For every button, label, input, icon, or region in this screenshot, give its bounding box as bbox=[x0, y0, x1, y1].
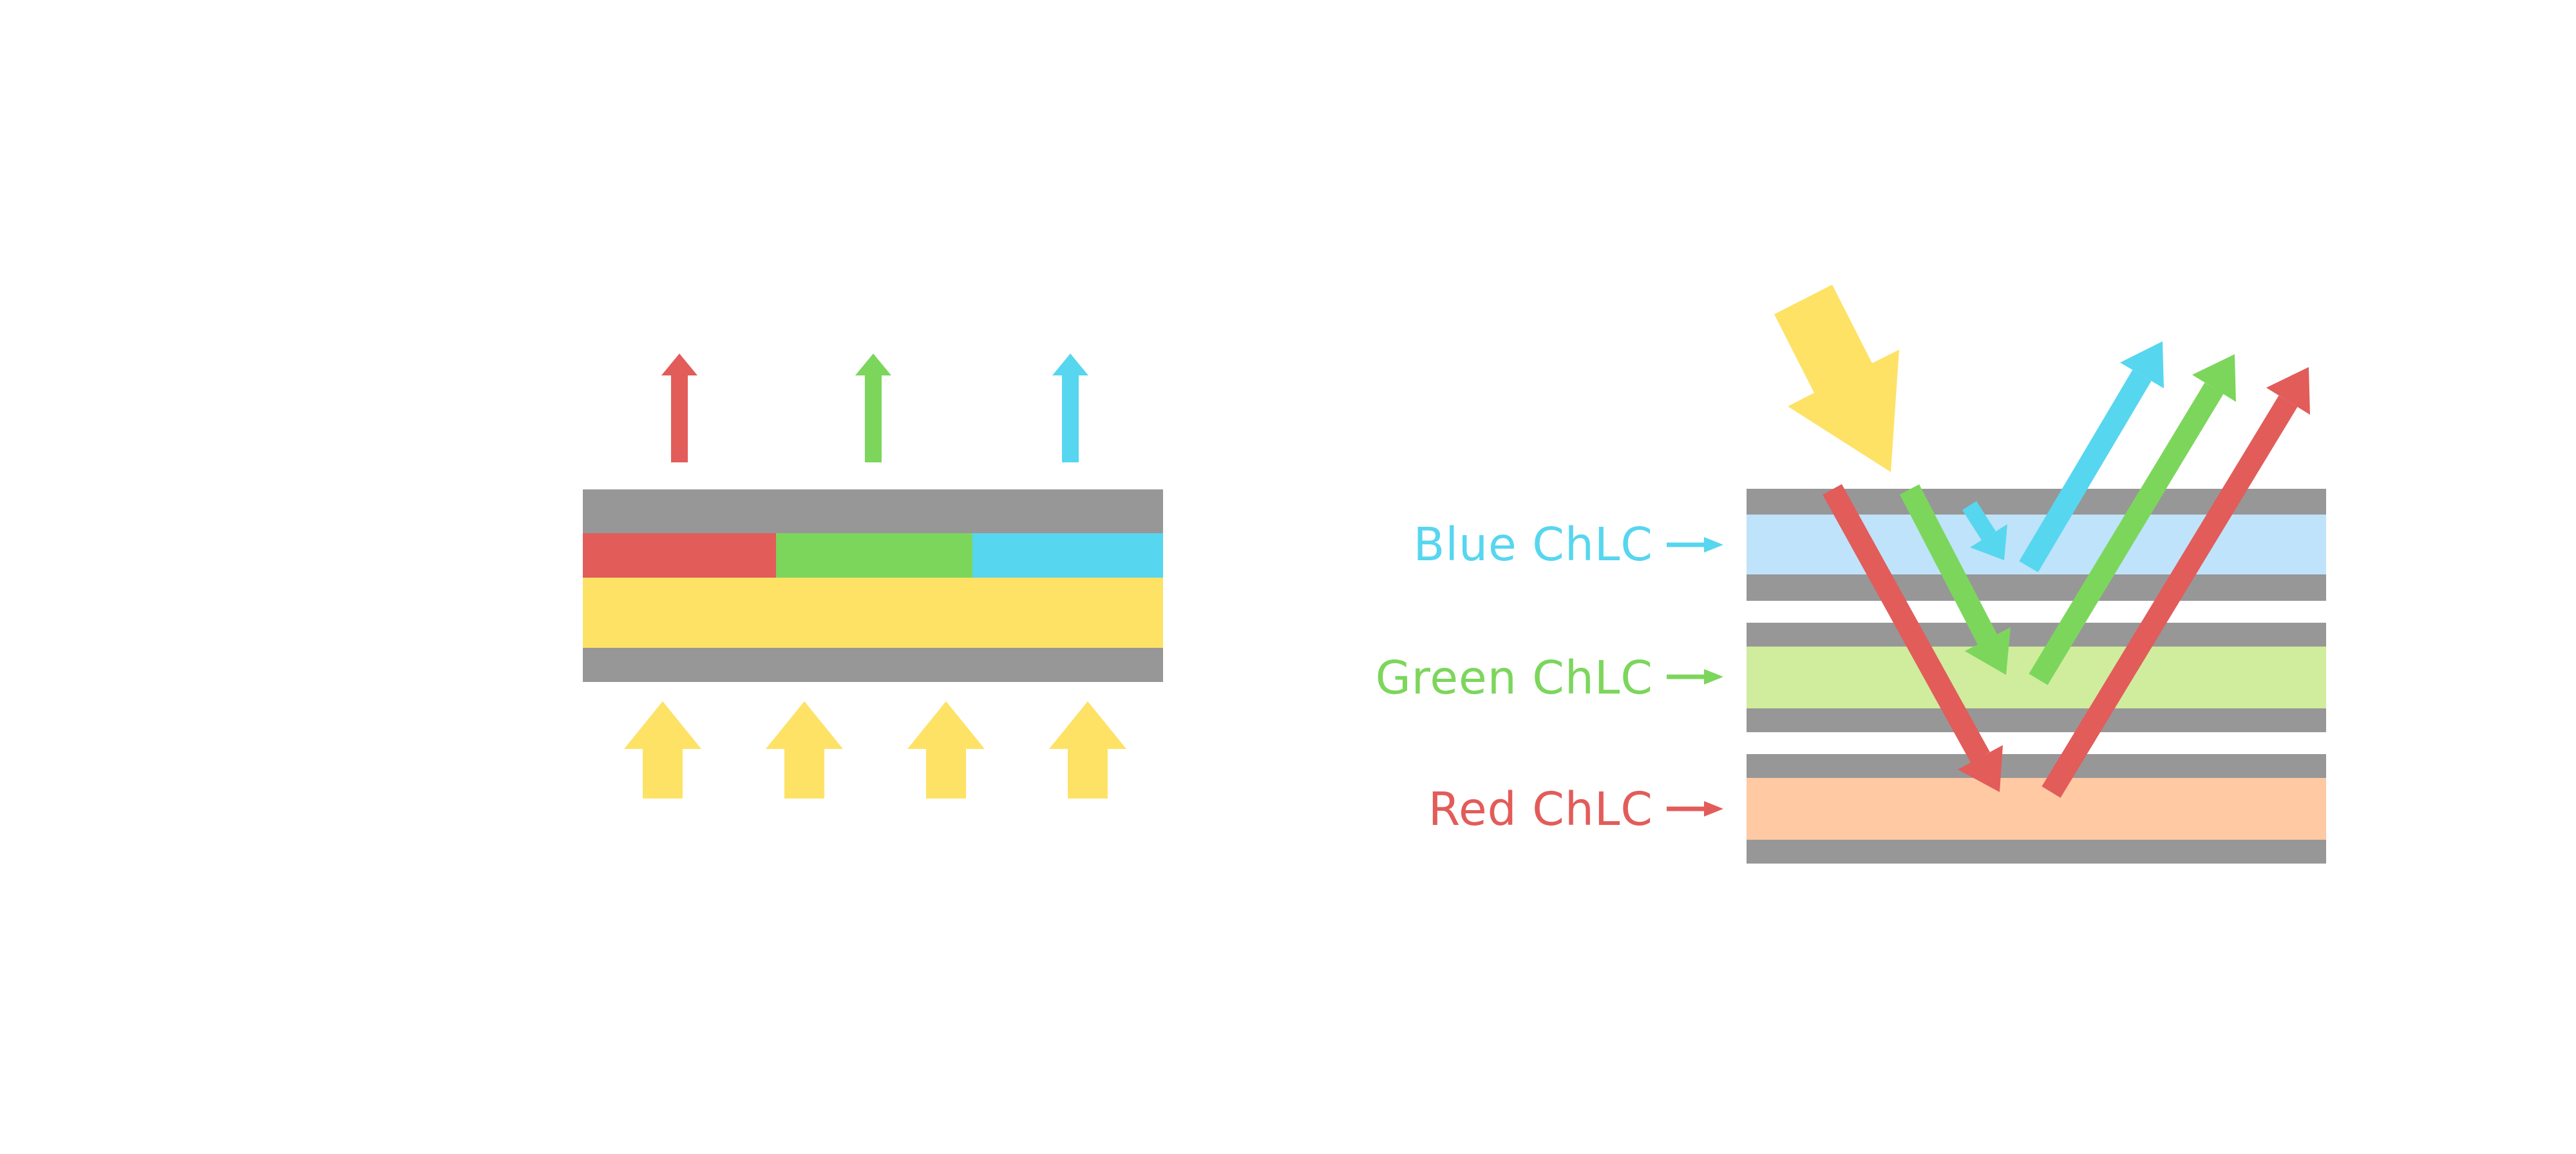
substrate-bar-bottom bbox=[583, 648, 1163, 682]
substrate-bar bbox=[1747, 754, 2326, 778]
green-chlc-label: Green ChLC bbox=[1376, 651, 1653, 705]
blue-ray-down-arrow-icon bbox=[1962, 501, 2007, 560]
red-filter-segment bbox=[583, 533, 776, 578]
blue-light-up-arrow-icon bbox=[1052, 354, 1088, 462]
right-arrow-icon bbox=[1667, 537, 1723, 553]
substrate-bar bbox=[1747, 623, 2326, 647]
red-chlc-row bbox=[1747, 754, 2326, 864]
red-ray-up-arrow-icon bbox=[2041, 367, 2310, 798]
incident-light-arrow-icon bbox=[1774, 285, 1899, 472]
left-diagram bbox=[583, 354, 1163, 799]
red-ray-down-arrow-icon bbox=[1823, 484, 2003, 792]
red-chlc-layer bbox=[1747, 778, 2326, 840]
right-arrow-icon bbox=[1667, 669, 1723, 685]
substrate-bar bbox=[1747, 840, 2326, 864]
right-diagram: Blue ChLC Green ChLC Red ChLC bbox=[1376, 285, 2326, 864]
substrate-bar bbox=[1747, 574, 2326, 601]
blue-ray-up-arrow-icon bbox=[2019, 341, 2164, 572]
green-ray-down-arrow-icon bbox=[1899, 484, 2011, 675]
red-light-up-arrow-icon bbox=[661, 354, 697, 462]
right-arrow-icon bbox=[1667, 801, 1723, 817]
blue-chlc-label: Blue ChLC bbox=[1414, 518, 1653, 571]
green-light-up-arrow-icon bbox=[855, 354, 891, 462]
green-ray-up-arrow-icon bbox=[2029, 354, 2236, 685]
blue-filter-segment bbox=[972, 533, 1163, 578]
green-filter-segment bbox=[776, 533, 972, 578]
backlight-up-arrow-icon bbox=[1049, 701, 1126, 799]
backlight-up-arrow-icon bbox=[907, 701, 985, 799]
substrate-bar-top bbox=[583, 489, 1163, 533]
backlight-up-arrow-icon bbox=[624, 701, 701, 799]
backlight-up-arrow-icon bbox=[766, 701, 843, 799]
substrate-bar bbox=[1747, 708, 2326, 732]
red-chlc-label: Red ChLC bbox=[1428, 782, 1653, 836]
backlight-layer bbox=[583, 578, 1163, 648]
